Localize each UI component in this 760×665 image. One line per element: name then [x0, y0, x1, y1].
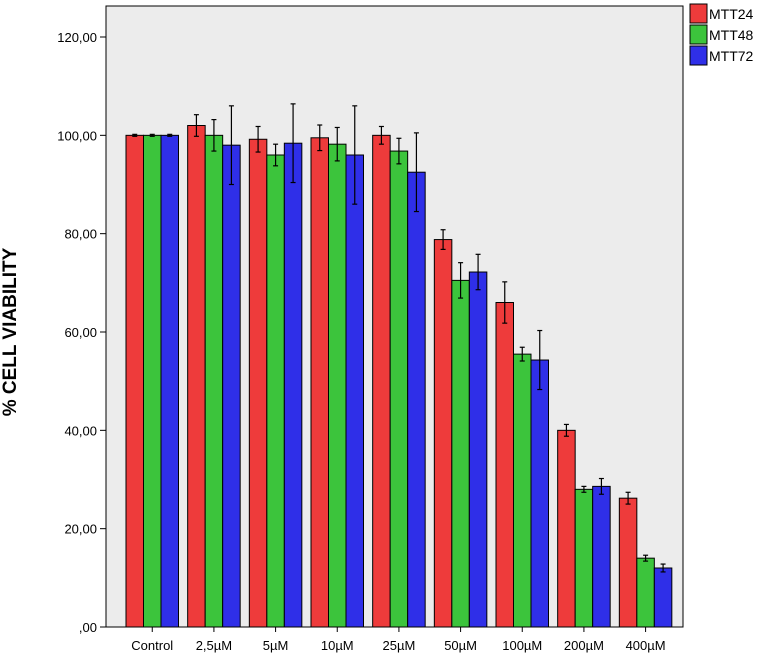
y-tick-label: 60,00 — [64, 325, 97, 340]
bar-mtt24 — [372, 134, 391, 628]
y-tick-label: 20,00 — [64, 522, 97, 537]
y-axis-title: % CELL VIABILITY — [0, 247, 21, 416]
bar-mtt48 — [328, 143, 347, 628]
legend-swatch-mtt48 — [689, 24, 708, 45]
bar-mtt72 — [592, 485, 611, 628]
bar-mtt72 — [283, 142, 303, 628]
bar-mtt24 — [310, 137, 329, 628]
x-tick-label: 100µM — [502, 638, 542, 653]
y-tick-label: 120,00 — [57, 30, 97, 45]
x-tick-label: 200µM — [564, 638, 604, 653]
bar-mtt24 — [495, 302, 514, 628]
bar-mtt72 — [468, 271, 488, 628]
y-tick-label: 80,00 — [64, 227, 97, 242]
legend-swatch-mtt24 — [689, 3, 708, 24]
x-tick-label: 50µM — [444, 638, 477, 653]
bar-mtt72 — [345, 154, 364, 628]
bar-mtt48 — [636, 557, 655, 628]
x-tick-label: Control — [131, 638, 173, 653]
bar-mtt24 — [248, 138, 268, 628]
bar-mtt24 — [125, 134, 144, 628]
bar-mtt48 — [574, 488, 594, 628]
bar-mtt72 — [530, 359, 549, 628]
bar-mtt72 — [160, 134, 179, 628]
bar-mtt72 — [653, 567, 673, 628]
y-tick-label: 40,00 — [64, 423, 97, 438]
bar-mtt24 — [187, 125, 206, 628]
bar-mtt48 — [204, 134, 224, 628]
bar-mtt72 — [222, 144, 241, 628]
bar-mtt48 — [513, 353, 532, 628]
legend-swatch-mtt72 — [689, 45, 708, 66]
bar-mtt48 — [143, 134, 162, 628]
legend-label-mtt48: MTT48 — [709, 27, 754, 43]
x-tick-label: 2,5µM — [196, 638, 232, 653]
x-tick-label: 25µM — [383, 638, 416, 653]
y-tick-label: 100,00 — [57, 128, 97, 143]
y-tick-label: ,00 — [79, 620, 97, 635]
bar-mtt48 — [266, 154, 285, 628]
bar-mtt24 — [557, 429, 576, 628]
x-tick-label: 10µM — [321, 638, 354, 653]
legend-label-mtt72: MTT72 — [709, 48, 754, 64]
bar-mtt48 — [451, 279, 470, 628]
bar-mtt72 — [407, 171, 426, 628]
bar-mtt24 — [433, 239, 453, 628]
bar-mtt48 — [389, 150, 409, 628]
legend-label-mtt24: MTT24 — [709, 6, 754, 22]
x-tick-label: 400µM — [626, 638, 666, 653]
bar-mtt24 — [618, 497, 638, 628]
x-tick-label: 5µM — [263, 638, 289, 653]
